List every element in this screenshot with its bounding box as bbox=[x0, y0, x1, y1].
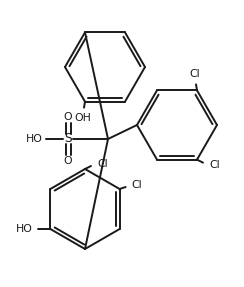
Text: S: S bbox=[64, 133, 72, 146]
Text: Cl: Cl bbox=[190, 69, 200, 79]
Text: HO: HO bbox=[26, 134, 42, 144]
Text: OH: OH bbox=[75, 113, 92, 123]
Text: O: O bbox=[64, 156, 72, 166]
Text: Cl: Cl bbox=[209, 160, 220, 170]
Text: Cl: Cl bbox=[97, 159, 108, 169]
Text: O: O bbox=[64, 112, 72, 122]
Text: Cl: Cl bbox=[132, 180, 142, 190]
Text: HO: HO bbox=[15, 224, 32, 234]
